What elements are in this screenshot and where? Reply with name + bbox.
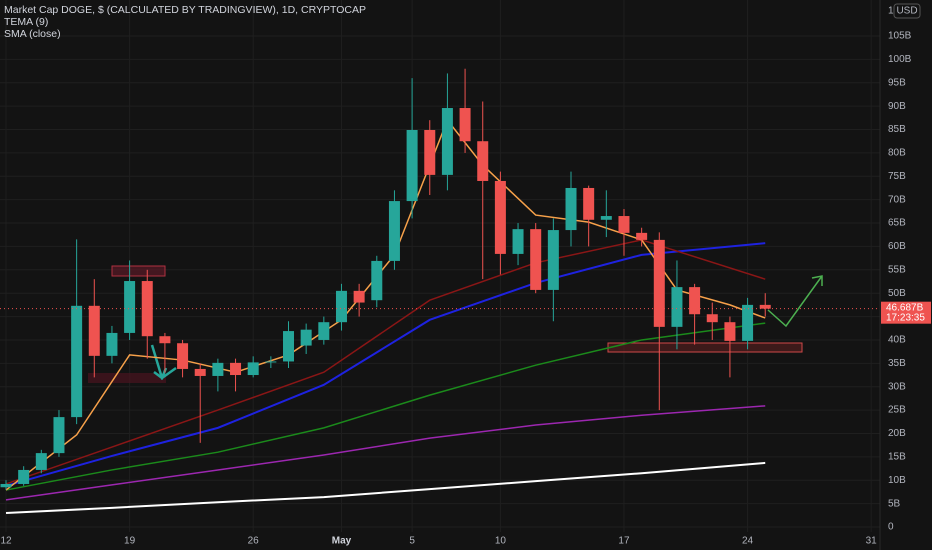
plot	[0, 68, 771, 514]
currency-box	[893, 3, 921, 19]
y-tick-label: 100B	[888, 54, 912, 65]
candle-body	[18, 469, 30, 484]
y-tick-label: 40B	[888, 335, 906, 346]
candle-body	[600, 216, 612, 220]
candle-body	[88, 305, 100, 356]
price-tag	[881, 301, 931, 324]
y-tick-label: 35B	[888, 358, 906, 369]
x-tick-label: 17	[618, 536, 630, 547]
candle-body	[512, 229, 524, 254]
x-tick-label: 5	[409, 536, 415, 547]
x-tick-label: 26	[248, 536, 260, 547]
indicator-label: TEMA (9)	[4, 16, 48, 28]
candle-body	[212, 362, 224, 376]
candle-body	[530, 229, 542, 290]
y-tick-label: 5B	[888, 498, 901, 509]
candle-body	[194, 368, 206, 376]
candle-body	[388, 201, 400, 261]
candle-body	[35, 453, 47, 470]
y-tick-label: 0	[888, 522, 894, 533]
candle-body	[618, 216, 630, 233]
candle-body	[494, 180, 506, 254]
scale-label: 1	[888, 6, 894, 17]
candle-body	[71, 305, 83, 418]
zone-box	[88, 373, 166, 383]
candle-body	[742, 304, 754, 341]
x-tick-label: 19	[124, 536, 136, 547]
y-tick-label: 75B	[888, 171, 906, 182]
candle-body	[706, 314, 718, 323]
candle-body	[300, 329, 312, 346]
projection-arrow	[767, 275, 823, 328]
countdown: 17:23:35	[886, 312, 925, 323]
candle-body	[477, 141, 489, 181]
arrow	[150, 344, 177, 381]
candle-body	[636, 232, 648, 240]
candle-body	[671, 287, 683, 327]
candle-body	[547, 230, 559, 290]
candle-body	[283, 331, 295, 362]
indicator-line	[5, 322, 766, 491]
y-tick-label: 65B	[888, 218, 906, 229]
candle-body	[689, 287, 701, 315]
y-tick-label: 50B	[888, 288, 906, 299]
zone-box	[111, 265, 166, 277]
y-tick-label: 85B	[888, 124, 906, 135]
candle-body	[106, 332, 118, 356]
y-tick-label: 15B	[888, 451, 906, 462]
candle-body	[335, 290, 347, 323]
indicator-label: SMA (close)	[4, 28, 61, 40]
candle-body	[0, 483, 12, 488]
candle-body	[159, 336, 171, 344]
y-tick-label: 80B	[888, 148, 906, 159]
x-tick-label: 12	[0, 536, 12, 547]
chart-title: Market Cap DOGE, $ (CALCULATED BY TRADIN…	[4, 4, 366, 16]
price-label: 46.687B	[886, 302, 924, 313]
candle-body	[759, 304, 771, 309]
candle-body	[459, 108, 471, 142]
candle-body	[406, 129, 418, 202]
y-tick-label: 20B	[888, 428, 906, 439]
y-tick-label: 95B	[888, 77, 906, 88]
currency: USD	[896, 6, 917, 17]
y-tick-label: 30B	[888, 381, 906, 392]
candle-body	[265, 361, 277, 363]
candle-body	[371, 260, 383, 301]
candle-body	[318, 322, 330, 340]
candle-body	[441, 108, 453, 175]
y-tick-label: 25B	[888, 405, 906, 416]
indicator-line	[5, 242, 766, 487]
candle-body	[177, 343, 189, 369]
candle-body	[124, 281, 136, 333]
x-tick-label: 10	[495, 536, 507, 547]
x-tick-label: 31	[866, 536, 878, 547]
candle-body	[247, 362, 259, 376]
y-tick-label: 70B	[888, 194, 906, 205]
indicator-line	[5, 405, 766, 501]
y-tick-label: 90B	[888, 101, 906, 112]
candle-body	[141, 281, 153, 337]
candle-body	[583, 187, 595, 220]
x-tick-label: May	[332, 536, 352, 547]
candle-body	[653, 239, 665, 327]
indicator-line	[5, 118, 766, 491]
candle-body	[565, 187, 577, 231]
support-box	[607, 342, 803, 353]
x-tick-label: 24	[742, 536, 754, 547]
indicator-line	[5, 461, 766, 514]
y-tick-label: 105B	[888, 31, 912, 42]
y-tick-label: 55B	[888, 264, 906, 275]
y-tick-label: 60B	[888, 241, 906, 252]
candle-body	[230, 362, 242, 376]
candle-body	[353, 290, 365, 303]
candle-body	[724, 322, 736, 341]
candle-body	[53, 417, 65, 454]
y-tick-label: 10B	[888, 475, 906, 486]
candle-body	[424, 129, 436, 175]
